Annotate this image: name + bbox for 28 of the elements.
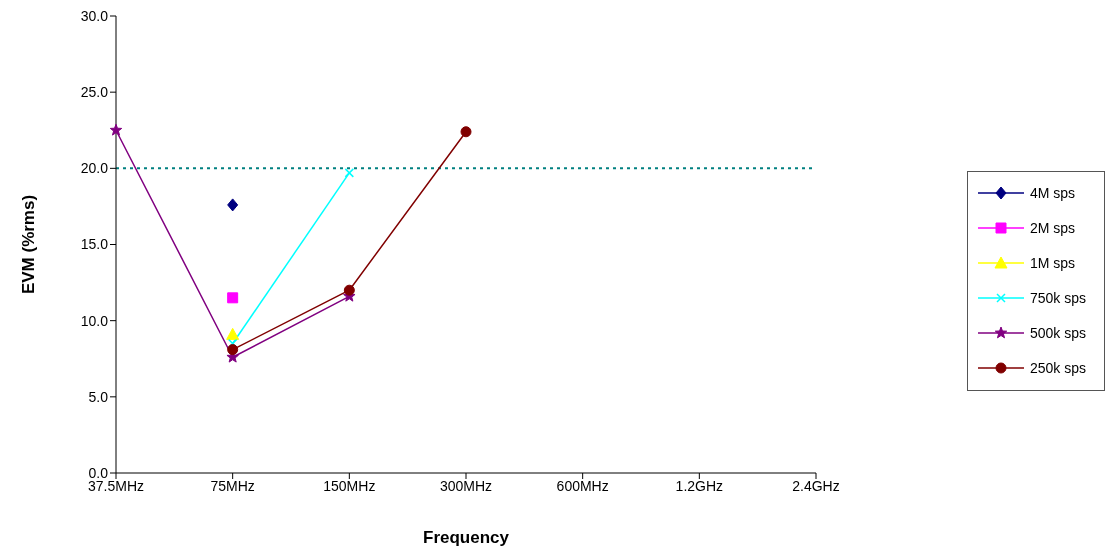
y-tick-label: 30.0 [80,7,109,24]
point [227,344,239,356]
legend-label: 1M sps [1030,255,1076,271]
legend-label: 750k sps [1030,290,1087,306]
legend-label: 4M sps [1030,185,1076,201]
point [343,284,355,296]
y-tick-label: 20.0 [80,160,109,177]
point [109,123,123,136]
legend-label: 500k sps [1030,325,1087,341]
x-tick-label: 150MHz [323,477,376,494]
x-tick-label: 2.4GHz [792,477,840,494]
legend-label: 2M sps [1030,220,1076,236]
legend-label: 250k sps [1030,360,1087,376]
x-axis-title: Frequency [423,528,510,547]
y-tick-label: 25.0 [80,84,109,101]
point [344,168,355,178]
y-tick-label: 15.0 [80,236,109,253]
y-tick-label: 5.0 [88,388,109,405]
x-tick-label: 75MHz [210,477,255,494]
x-tick-label: 1.2GHz [675,477,724,494]
y-axis-title: EVM (%rms) [19,194,39,295]
point [227,198,239,212]
point [460,126,472,138]
point [227,292,239,304]
x-tick-label: 300MHz [439,477,493,494]
y-tick-label: 10.0 [80,312,109,329]
x-tick-label: 600MHz [556,477,609,494]
point [226,327,240,340]
